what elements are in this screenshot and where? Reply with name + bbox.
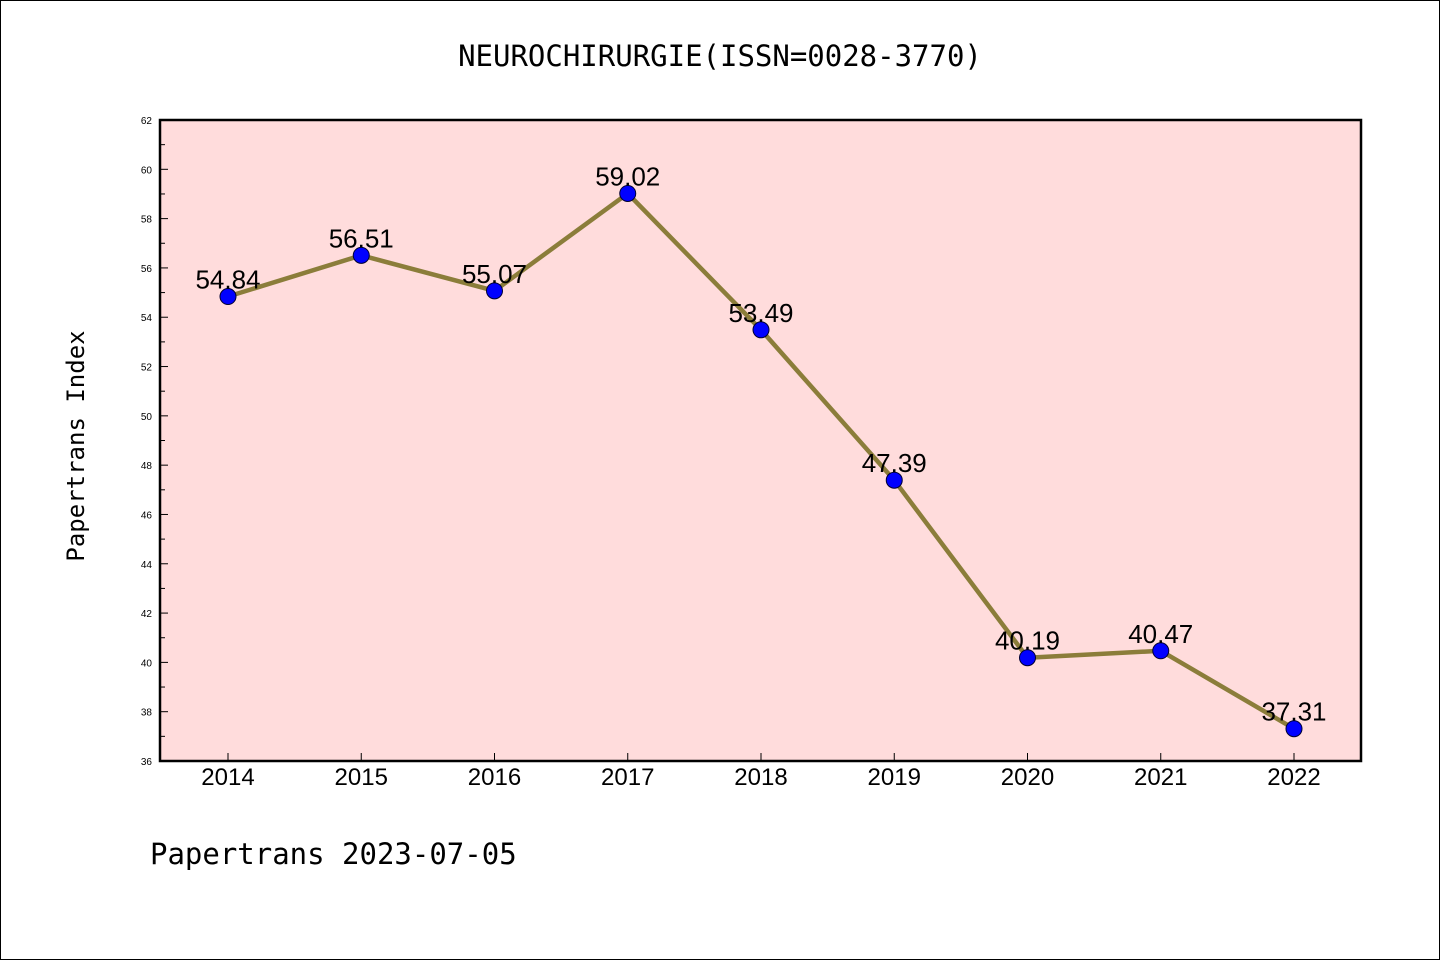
- y-tick-label: 58: [141, 215, 153, 226]
- data-point: [752, 321, 770, 339]
- y-tick-label: 44: [141, 560, 153, 571]
- x-axis: 2014 2015 2016 2017 2018 2019 2020 2021 2022: [201, 753, 1321, 791]
- x-tick-label: 2015: [335, 764, 388, 791]
- y-tick-label: 60: [141, 165, 153, 176]
- y-tick-label: 46: [141, 510, 153, 521]
- x-tick-label: 2020: [1001, 764, 1054, 791]
- data-label: 40.47: [1128, 619, 1193, 649]
- x-tick-label: 2022: [1267, 764, 1320, 791]
- data-label: 55.07: [462, 259, 527, 289]
- y-tick-label: 56: [141, 264, 153, 275]
- y-tick-label: 50: [141, 412, 153, 423]
- data-point: [885, 471, 903, 489]
- x-tick-label: 2019: [868, 764, 921, 791]
- chart-title: NEUROCHIRURGIE(ISSN=0028-3770): [458, 39, 982, 73]
- x-tick-label: 2018: [734, 764, 787, 791]
- series-markers: [219, 184, 1303, 738]
- data-label: 40.19: [995, 626, 1060, 656]
- data-point: [219, 288, 237, 306]
- x-tick-label: 2016: [468, 764, 521, 791]
- data-label: 47.39: [862, 448, 927, 478]
- y-tick-label: 38: [141, 708, 153, 719]
- data-point: [1019, 649, 1036, 667]
- y-axis: 36 38 40 42 44 46 48 50 52 54 56 58 60 62: [141, 116, 168, 768]
- y-tick-label: 48: [141, 461, 153, 472]
- data-label: 56.51: [329, 223, 394, 253]
- footer-caption: Papertrans 2023-07-05: [150, 837, 517, 871]
- y-tick-label: 62: [141, 116, 153, 127]
- data-label: 53.49: [728, 298, 793, 328]
- y-tick-label: 40: [141, 658, 153, 669]
- data-point: [486, 282, 503, 300]
- data-labels: 54.84 56.51 55.07 59.02 53.49 47.39 40.19 40.47…: [195, 161, 1326, 726]
- y-tick-label: 42: [141, 609, 153, 620]
- data-label: 59.02: [595, 161, 660, 191]
- data-point: [1285, 720, 1303, 738]
- data-label: 54.84: [195, 265, 260, 295]
- y-tick-label: 36: [141, 757, 153, 768]
- data-point: [1152, 642, 1170, 660]
- data-point: [352, 246, 370, 264]
- x-tick-label: 2021: [1134, 764, 1187, 791]
- data-point: [619, 184, 637, 202]
- y-tick-label: 54: [141, 313, 153, 324]
- y-tick-label: 52: [141, 363, 153, 374]
- y-axis-label: Papertrans Index: [62, 330, 90, 561]
- data-label: 37.31: [1261, 697, 1326, 727]
- x-tick-label: 2017: [601, 764, 654, 791]
- x-tick-label: 2014: [201, 764, 254, 791]
